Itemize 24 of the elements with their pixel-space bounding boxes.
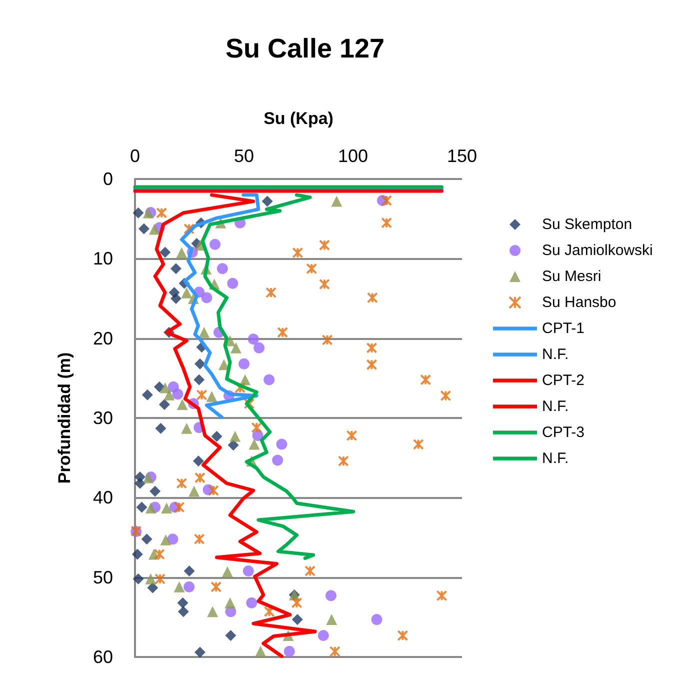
y-tick-label: 20 <box>92 328 113 348</box>
legend-label: CPT-2 <box>542 372 585 389</box>
legend-label: CPT-1 <box>542 320 585 337</box>
x-tick-label: 100 <box>338 146 368 166</box>
y-tick-label: 30 <box>92 408 113 428</box>
legend-label: N.F. <box>542 346 569 363</box>
y-tick-label: 10 <box>92 248 113 269</box>
legend-label: Su Jamiolkowski <box>542 242 653 259</box>
x-tick-label: 150 <box>446 146 478 166</box>
x-axis-title: Su (Kpa) <box>264 109 334 128</box>
x-tick-label: 50 <box>234 146 254 166</box>
y-tick-label: 50 <box>92 567 113 588</box>
legend-label: CPT-3 <box>542 424 585 441</box>
legend-label: Su Skempton <box>542 216 632 233</box>
legend-label: Su Hansbo <box>542 294 616 311</box>
y-tick-label: 40 <box>92 488 113 508</box>
y-tick-label: 0 <box>102 169 113 189</box>
y-axis-title: Profundidad (m) <box>55 352 74 484</box>
y-tick-label: 60 <box>92 647 113 667</box>
legend-label: N.F. <box>542 398 569 415</box>
chart-title: Su Calle 127 <box>225 34 385 64</box>
legend-label: N.F. <box>542 450 569 467</box>
legend-label: Su Mesri <box>542 268 602 285</box>
x-tick-label: 0 <box>130 146 140 166</box>
